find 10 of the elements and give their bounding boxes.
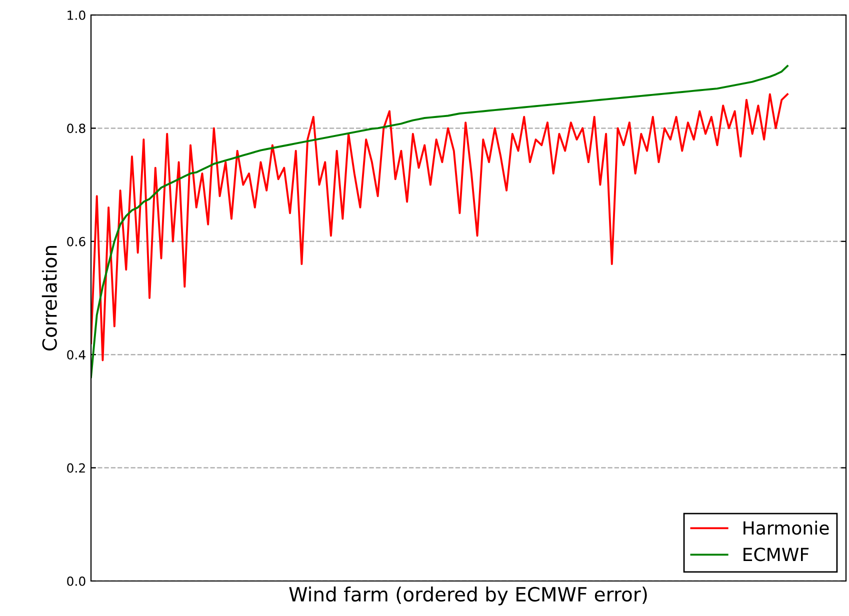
y-tick-label: 0.6 (67, 236, 86, 246)
y-tick-label: 0.4 (67, 350, 86, 360)
y-tick-label: 0.2 (67, 463, 85, 473)
legend-label: ECMWF (744, 548, 809, 562)
y-tick-label: 1.0 (68, 10, 86, 20)
legend-label: Harmonie (744, 520, 829, 535)
x-axis-title: Wind farm (ordered by ECMWF error) (289, 586, 647, 606)
y-tick-label: 0.0 (67, 576, 86, 586)
y-tick-label: 0.8 (67, 124, 86, 134)
y-axis-title: Correlation (42, 246, 57, 351)
